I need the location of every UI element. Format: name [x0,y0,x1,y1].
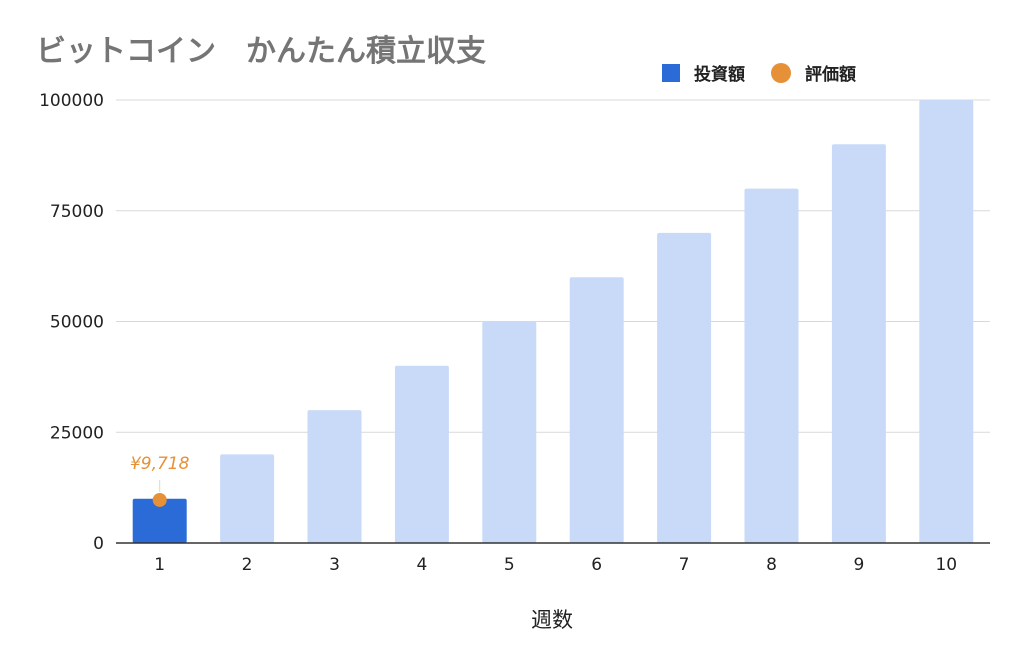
legend-swatch-valuation [771,62,791,83]
bar [132,498,187,543]
legend-item-valuation[interactable]: 評価額 [771,60,856,85]
bar [831,144,886,544]
valuation-point [152,492,167,507]
chart-legend: 投資額 評価額 [662,60,882,85]
bar [744,188,799,543]
y-tick-label: 75000 [50,202,104,222]
y-tick-label: 50000 [50,313,104,333]
y-tick-label: 25000 [50,423,104,443]
x-tick-label: 1 [154,555,165,575]
bar [220,454,275,543]
bar [569,277,624,543]
x-tick-label: 5 [504,555,515,575]
data-label: ¥9,718 [130,454,190,474]
legend-swatch-investment [662,63,680,82]
x-tick-label: 2 [242,555,253,575]
x-tick-label: 4 [416,555,427,575]
y-tick-label: 0 [93,534,104,554]
bar [919,100,974,543]
x-tick-label: 6 [591,555,602,575]
bar [307,410,362,543]
y-tick-label: 100000 [39,91,104,111]
legend-item-investment[interactable]: 投資額 [662,60,745,85]
x-tick-label: 3 [329,555,340,575]
legend-label-investment: 投資額 [694,65,745,85]
x-tick-label: 7 [679,555,690,575]
bar [657,232,712,543]
bar [394,365,449,543]
legend-label-valuation: 評価額 [805,65,856,85]
x-tick-label: 9 [853,555,864,575]
chart-title: ビットコイン かんたん積立収支 [36,34,486,69]
bar [482,321,537,543]
x-tick-label: 10 [935,555,957,575]
x-tick-label: 8 [766,555,777,575]
x-axis-title: 週数 [531,608,573,632]
